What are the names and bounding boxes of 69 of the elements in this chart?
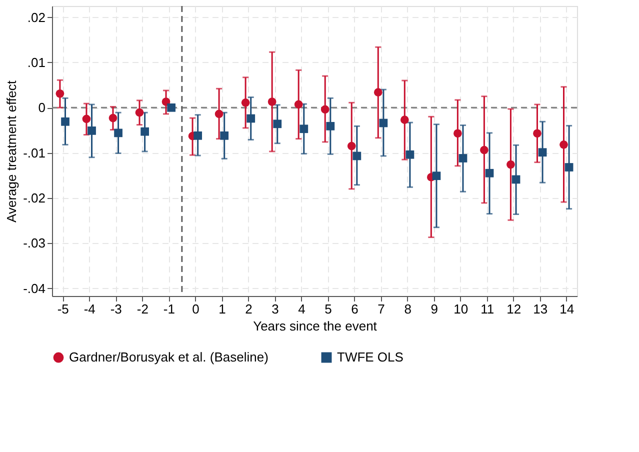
point [400, 116, 409, 124]
x-tick-label: 0 [192, 302, 200, 316]
point [533, 129, 542, 138]
point [512, 175, 520, 184]
point [454, 129, 462, 138]
y-tick-label: -.02 [23, 190, 46, 206]
x-axis-title: Years since the event [253, 318, 378, 334]
point [82, 114, 91, 124]
point [506, 160, 515, 169]
point [273, 120, 282, 128]
point [485, 168, 494, 178]
point [406, 150, 414, 159]
x-tick-label: 5 [324, 302, 332, 316]
point [108, 114, 118, 122]
x-tick-label: 8 [404, 302, 412, 316]
point [352, 152, 362, 160]
x-tick-label: -3 [110, 302, 122, 316]
point [294, 100, 303, 109]
x-tick-label: 10 [454, 302, 468, 316]
y-tick-label: -.04 [23, 280, 46, 296]
point [538, 148, 547, 157]
x-tick-label: 3 [272, 302, 279, 316]
point [246, 114, 256, 123]
point [268, 98, 276, 106]
point [480, 146, 488, 154]
x-tick-label: 7 [378, 302, 385, 316]
point [114, 128, 122, 138]
legend-label: Gardner/Borusyak et al. (Baseline) [69, 350, 268, 365]
x-tick-label: 2 [245, 302, 252, 316]
x-tick-label: -1 [163, 302, 175, 316]
point [61, 117, 70, 126]
y-tick-label: .02 [27, 10, 46, 25]
point [167, 103, 176, 112]
point [326, 122, 335, 130]
point [432, 172, 441, 180]
point [564, 163, 574, 172]
point [379, 118, 388, 128]
x-tick-label: 1 [218, 302, 226, 316]
x-tick-label: 4 [298, 302, 306, 316]
x-tick-label: -2 [136, 302, 148, 316]
point [140, 127, 149, 136]
legend-label: TWFE OLS [337, 350, 404, 365]
point [458, 154, 468, 162]
point [241, 98, 250, 107]
x-tick-label: 13 [533, 302, 548, 316]
point [220, 131, 229, 140]
y-axis-title: Average treatment effect [4, 80, 20, 222]
y-tick-label: -.01 [23, 145, 46, 160]
y-tick-label: .01 [27, 54, 46, 70]
point [56, 89, 64, 98]
y-tick-label: -.03 [23, 236, 46, 251]
x-tick-label: 11 [480, 302, 494, 316]
y-tick-label: 0 [38, 100, 46, 116]
point [560, 140, 568, 149]
point [88, 126, 96, 135]
point [347, 142, 356, 150]
x-tick-label: 14 [560, 302, 574, 316]
point [374, 88, 382, 96]
x-tick-label: -5 [57, 302, 69, 316]
x-tick-label: 9 [430, 302, 438, 316]
point [214, 110, 224, 118]
x-tick-label: -4 [84, 302, 96, 316]
point [320, 105, 330, 114]
x-tick-label: 12 [506, 302, 522, 316]
point [300, 124, 308, 134]
point [194, 131, 202, 140]
point [162, 98, 170, 106]
point [135, 108, 144, 117]
x-tick-label: 6 [351, 302, 358, 316]
